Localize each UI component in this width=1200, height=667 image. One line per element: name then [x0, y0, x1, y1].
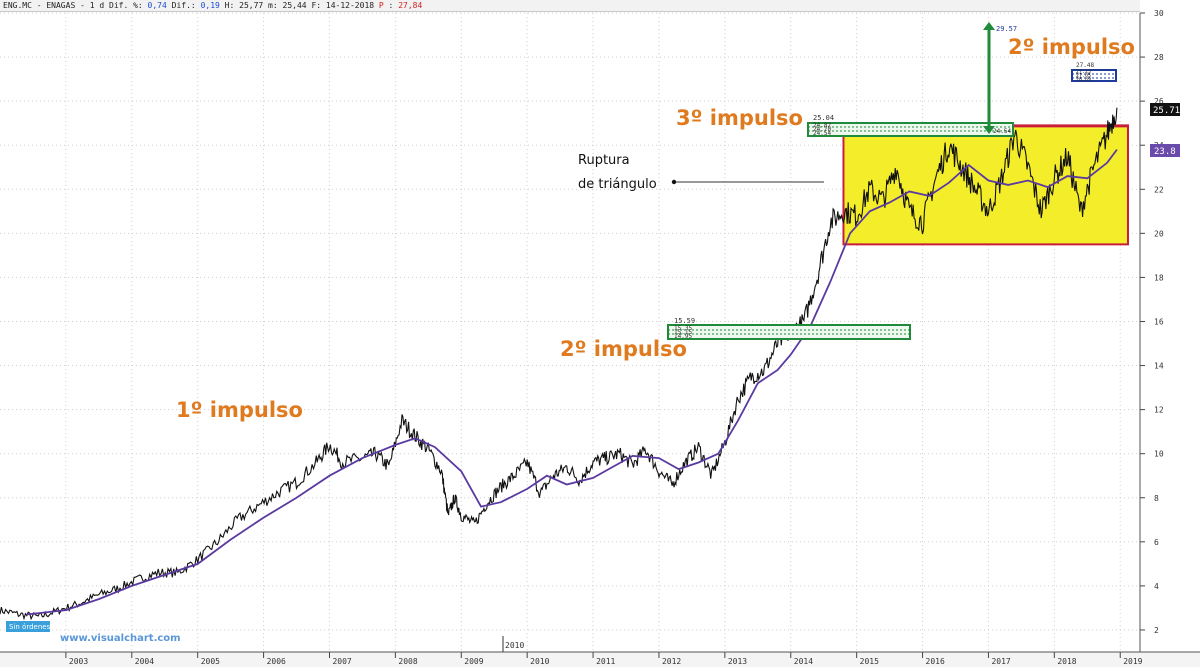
plot-area [0, 13, 1140, 652]
date-label: F: [311, 1, 322, 10]
x-tick-label: 2005 [201, 657, 220, 666]
name-label: ENAGAS [46, 1, 76, 10]
y-tick-label: 18 [1154, 273, 1164, 282]
x-tick-label: 2018 [1057, 657, 1076, 666]
axes: 2468101214161820222426283020032004200520… [0, 9, 1200, 667]
breakout-label-line1: Ruptura [578, 153, 630, 168]
impulse1-label: 1º impulso [176, 398, 303, 422]
box3-right-label: 24.54 [993, 128, 1011, 135]
dif-value: 0,19 [200, 1, 220, 10]
box3-top-label: 25.04 [813, 114, 834, 122]
y-tick-label: 8 [1154, 494, 1159, 503]
target-b-label: 27.05 [1076, 73, 1091, 79]
impulse2-label: 2º impulso [560, 337, 687, 361]
y-tick-label: 2 [1154, 626, 1159, 635]
dif-pct-label: Dif. %: [109, 1, 143, 10]
date-value: 14-12-2018 [325, 1, 375, 10]
target-box: 27.48 27.25 27.05 26.89 [1071, 62, 1117, 83]
x-tick-label: 2007 [332, 657, 351, 666]
y-tick-label: 28 [1154, 53, 1164, 62]
chart-header-bar: ENG.MC - ENAGAS - 1 d Dif. %: 0,74 Dif.:… [0, 0, 1140, 12]
x-tick-label: 2014 [794, 657, 813, 666]
x-tick-label: 2013 [728, 657, 747, 666]
last-price-badge: 25.71 [1150, 103, 1180, 116]
box2-top-label: 15.59 [674, 317, 695, 325]
box2-c-label: 14.95 [674, 333, 692, 340]
dif-pct-value: 0,74 [147, 1, 167, 10]
impulse3-label: 3º impulso [676, 106, 803, 130]
impulse2-top-label: 2º impulso [1008, 35, 1135, 59]
y-tick-label: 4 [1154, 582, 1159, 591]
box3-c-label: 24.54 [813, 130, 831, 137]
box2-a-label: 15.35 [674, 325, 692, 332]
breakout-label-line2: de triángulo [578, 177, 657, 192]
dif-label: Dif.: [171, 1, 196, 10]
box3-a-label: 24.82 [813, 122, 831, 129]
x-tick-label: 2016 [926, 657, 945, 666]
x-tick-label: 2019 [1123, 657, 1142, 666]
mid-year-label: 2010 [505, 641, 524, 650]
orders-badge-label: Sin órdenes [9, 623, 51, 631]
target-c-label: 26.89 [1076, 77, 1091, 83]
x-tick-label: 2008 [398, 657, 417, 666]
box3-b-label: 24.70 [813, 126, 831, 133]
target-top-label: 27.48 [1076, 62, 1094, 69]
high-label: H: [224, 1, 235, 10]
x-tick-label: 2011 [596, 657, 615, 666]
x-tick-label: 2003 [69, 657, 88, 666]
y-tick-label: 12 [1154, 406, 1164, 415]
moving-average-line [26, 149, 1118, 616]
breakout-annotation: Ruptura de triángulo [578, 153, 824, 192]
x-tick-label: 2009 [464, 657, 483, 666]
ma-badge: 23.8 [1150, 144, 1180, 157]
x-tick-label: 2015 [860, 657, 879, 666]
x-tick-label: 2004 [135, 657, 154, 666]
grid [0, 12, 1140, 652]
y-tick-label: 14 [1154, 362, 1164, 371]
y-tick-label: 16 [1154, 317, 1164, 326]
p-value: 27,84 [398, 1, 423, 10]
target-arrow: 29.57 [983, 22, 1017, 134]
x-tick-label: 2012 [662, 657, 681, 666]
y-tick-label: 10 [1154, 450, 1164, 459]
x-tick-label: 2006 [267, 657, 286, 666]
series-layer [0, 107, 1118, 621]
low-value: 25,44 [282, 1, 307, 10]
y-tick-label: 26 [1154, 97, 1164, 106]
y-tick-label: 22 [1154, 185, 1164, 194]
x-tick-label: 2010 [530, 657, 549, 666]
watermark: www.visualchart.com [60, 633, 181, 644]
box2-b-label: 15.15 [674, 329, 692, 336]
y-tick-label: 6 [1154, 538, 1159, 547]
ma-value: 23.8 [1154, 147, 1176, 157]
low-label: m: [268, 1, 278, 10]
high-value: 25,77 [239, 1, 264, 10]
price-series-line [0, 107, 1118, 621]
last-price-value: 25.71 [1153, 106, 1180, 116]
level-box-2: 15.59 15.35 15.15 14.95 [667, 317, 911, 340]
orders-badge[interactable]: Sin órdenes [6, 621, 51, 632]
level-box-3: 25.04 24.82 24.70 24.54 24.54 [807, 114, 1014, 137]
x-tick-label: 2017 [991, 657, 1010, 666]
target-arrow-label: 29.57 [996, 25, 1017, 33]
x-axis-band [0, 652, 1200, 667]
timeframe-label: 1 d [89, 1, 105, 10]
y-tick-label: 20 [1154, 229, 1164, 238]
symbol-label: ENG.MC [3, 1, 32, 10]
y-tick-label: 30 [1154, 9, 1164, 18]
p-label: P [378, 1, 384, 10]
target-a-label: 27.25 [1076, 69, 1091, 75]
